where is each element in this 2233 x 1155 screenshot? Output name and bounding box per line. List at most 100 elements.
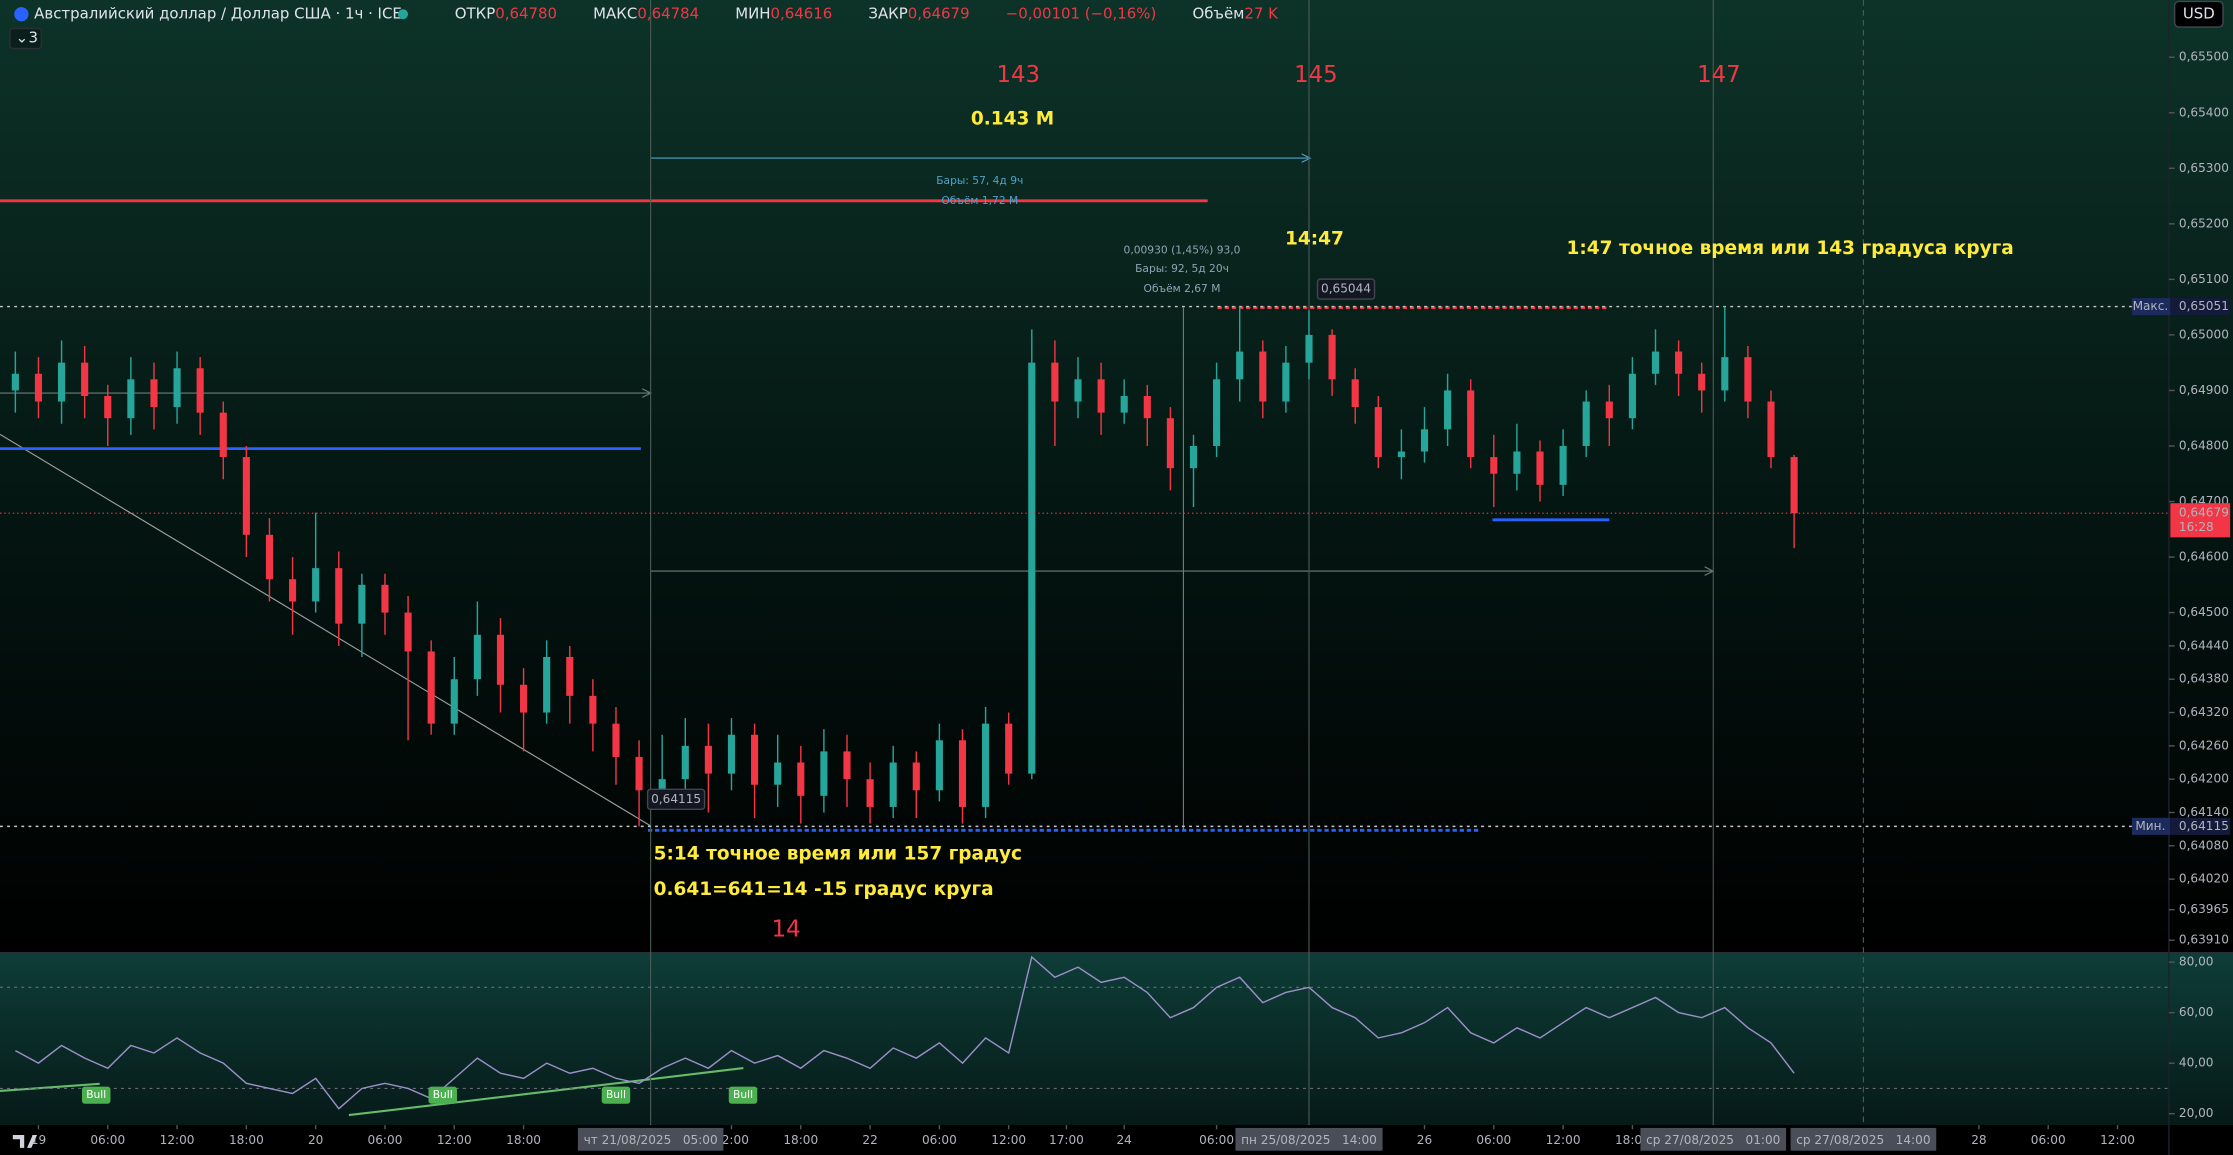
ohlc-name: МИН bbox=[735, 4, 770, 22]
candle-body bbox=[1790, 457, 1798, 514]
divergence-line bbox=[0, 1082, 100, 1092]
candle-body bbox=[1074, 379, 1082, 402]
rsi-pane bbox=[0, 952, 2233, 1126]
y-tick-label: 0,63965 bbox=[2179, 902, 2229, 916]
candle-body bbox=[1605, 401, 1613, 419]
x-tick-label: 12:00 bbox=[2100, 1133, 2135, 1147]
annotation: 14:47 bbox=[1285, 228, 1344, 249]
x-tick-label: 12:00 bbox=[991, 1133, 1026, 1147]
candle-body bbox=[81, 362, 89, 396]
candle-body bbox=[1189, 445, 1198, 469]
candle-body bbox=[612, 723, 620, 757]
volume-name: Объём bbox=[1192, 4, 1244, 22]
market-status bbox=[398, 9, 409, 20]
candle-body bbox=[635, 756, 643, 791]
candle-body bbox=[658, 779, 666, 791]
currency-button[interactable] bbox=[2173, 0, 2224, 28]
indicators-toggle[interactable] bbox=[9, 27, 43, 50]
candle-body bbox=[1536, 451, 1544, 485]
candle-body bbox=[958, 740, 967, 807]
candle-body bbox=[404, 612, 412, 652]
candle-body bbox=[1328, 334, 1336, 380]
candle-body bbox=[1698, 373, 1706, 391]
candle-body bbox=[1028, 362, 1036, 774]
x-tick-label: 28 bbox=[1971, 1133, 1986, 1147]
countdown: 16:28 bbox=[2179, 520, 2214, 534]
candle-body bbox=[358, 584, 366, 624]
extreme-name: Мин. bbox=[2135, 819, 2165, 833]
candle-body bbox=[843, 751, 851, 780]
candle-body bbox=[127, 379, 135, 419]
y-tick-label: 20,00 bbox=[2179, 1106, 2214, 1120]
extreme-price-box bbox=[2170, 817, 2231, 835]
candle-body bbox=[797, 762, 805, 796]
candle-body bbox=[450, 679, 458, 724]
extreme-price-box bbox=[2170, 298, 2231, 316]
volume-value: 27 K bbox=[1244, 4, 1279, 22]
price-note-box bbox=[646, 788, 706, 810]
time-marker-label: пн 25/08/2025 14:00 bbox=[1241, 1133, 1377, 1147]
signal-label: Bull bbox=[86, 1088, 106, 1101]
time-marker-box bbox=[1790, 1127, 1937, 1151]
candle-body bbox=[1051, 362, 1059, 402]
candle-body bbox=[1721, 357, 1729, 391]
candle-body bbox=[566, 656, 574, 696]
candle-body bbox=[727, 734, 736, 774]
signal-box bbox=[601, 1086, 631, 1104]
annotation: 147 bbox=[1697, 62, 1740, 88]
main-pane bbox=[0, 0, 2233, 953]
candle-body bbox=[196, 368, 204, 413]
y-tick-label: 0,65500 bbox=[2179, 50, 2229, 64]
y-tick-label: 0,64080 bbox=[2179, 838, 2229, 852]
candle-body bbox=[1513, 451, 1521, 474]
y-tick-label: 0,64440 bbox=[2179, 638, 2229, 652]
signal-label: Bull bbox=[433, 1088, 453, 1101]
candle-body bbox=[982, 723, 990, 807]
extreme-price: 0,65051 bbox=[2179, 299, 2229, 313]
chevron: ⌄ bbox=[16, 28, 29, 46]
candle-body bbox=[1651, 351, 1660, 374]
candle-body bbox=[1282, 362, 1290, 402]
measure-text: Объём 1,72 M bbox=[941, 194, 1018, 207]
candle-body bbox=[1559, 445, 1567, 485]
logo bbox=[12, 1135, 38, 1148]
x-tick-label: 17:00 bbox=[1049, 1133, 1084, 1147]
candle-body bbox=[1236, 351, 1244, 380]
time-marker-label: ср 27/08/2025 14:00 bbox=[1796, 1133, 1930, 1147]
price-note: 0,65044 bbox=[1321, 282, 1371, 296]
ohlc-value: 0,64616 bbox=[770, 4, 832, 22]
candle-body bbox=[1120, 395, 1128, 413]
y-tick-label: 0,64140 bbox=[2179, 805, 2229, 819]
y-tick-label: 0,64380 bbox=[2179, 672, 2229, 686]
annotation: 14 bbox=[772, 916, 801, 942]
y-tick-label: 40,00 bbox=[2179, 1056, 2214, 1070]
candle-body bbox=[381, 584, 389, 613]
x-tick-label: 06:00 bbox=[368, 1133, 403, 1147]
tv-logo bbox=[12, 1135, 38, 1148]
extreme-name: Макс. bbox=[2133, 299, 2169, 313]
measure-text: Объём 2,67 M bbox=[1144, 282, 1221, 295]
candle-body bbox=[11, 373, 19, 391]
symbol-icon bbox=[14, 7, 29, 22]
x-tick-label: 06:00 bbox=[90, 1133, 125, 1147]
candle-body bbox=[1628, 373, 1636, 419]
x-tick-label: 12:00 bbox=[1546, 1133, 1581, 1147]
x-tick-label: 06:00 bbox=[1199, 1133, 1234, 1147]
y-tick-label: 0,64600 bbox=[2179, 550, 2229, 564]
rsi-line bbox=[15, 955, 1795, 1110]
candle-body bbox=[704, 745, 712, 774]
signal-box bbox=[81, 1086, 111, 1104]
signal-label: Bull bbox=[733, 1088, 753, 1101]
candle-body bbox=[1767, 401, 1775, 458]
candle-body bbox=[1490, 457, 1498, 474]
ohlc-value: 0,64784 bbox=[637, 4, 699, 22]
candle-body bbox=[312, 568, 320, 602]
candle-body bbox=[589, 695, 597, 724]
candle-body bbox=[751, 734, 759, 785]
symbol-title: Австралийский доллар / Доллар США · 1ч ·… bbox=[34, 4, 402, 22]
candle-body bbox=[265, 534, 274, 580]
time-marker-label: ср 27/08/2025 01:00 bbox=[1646, 1133, 1780, 1147]
candle-body bbox=[496, 634, 505, 685]
